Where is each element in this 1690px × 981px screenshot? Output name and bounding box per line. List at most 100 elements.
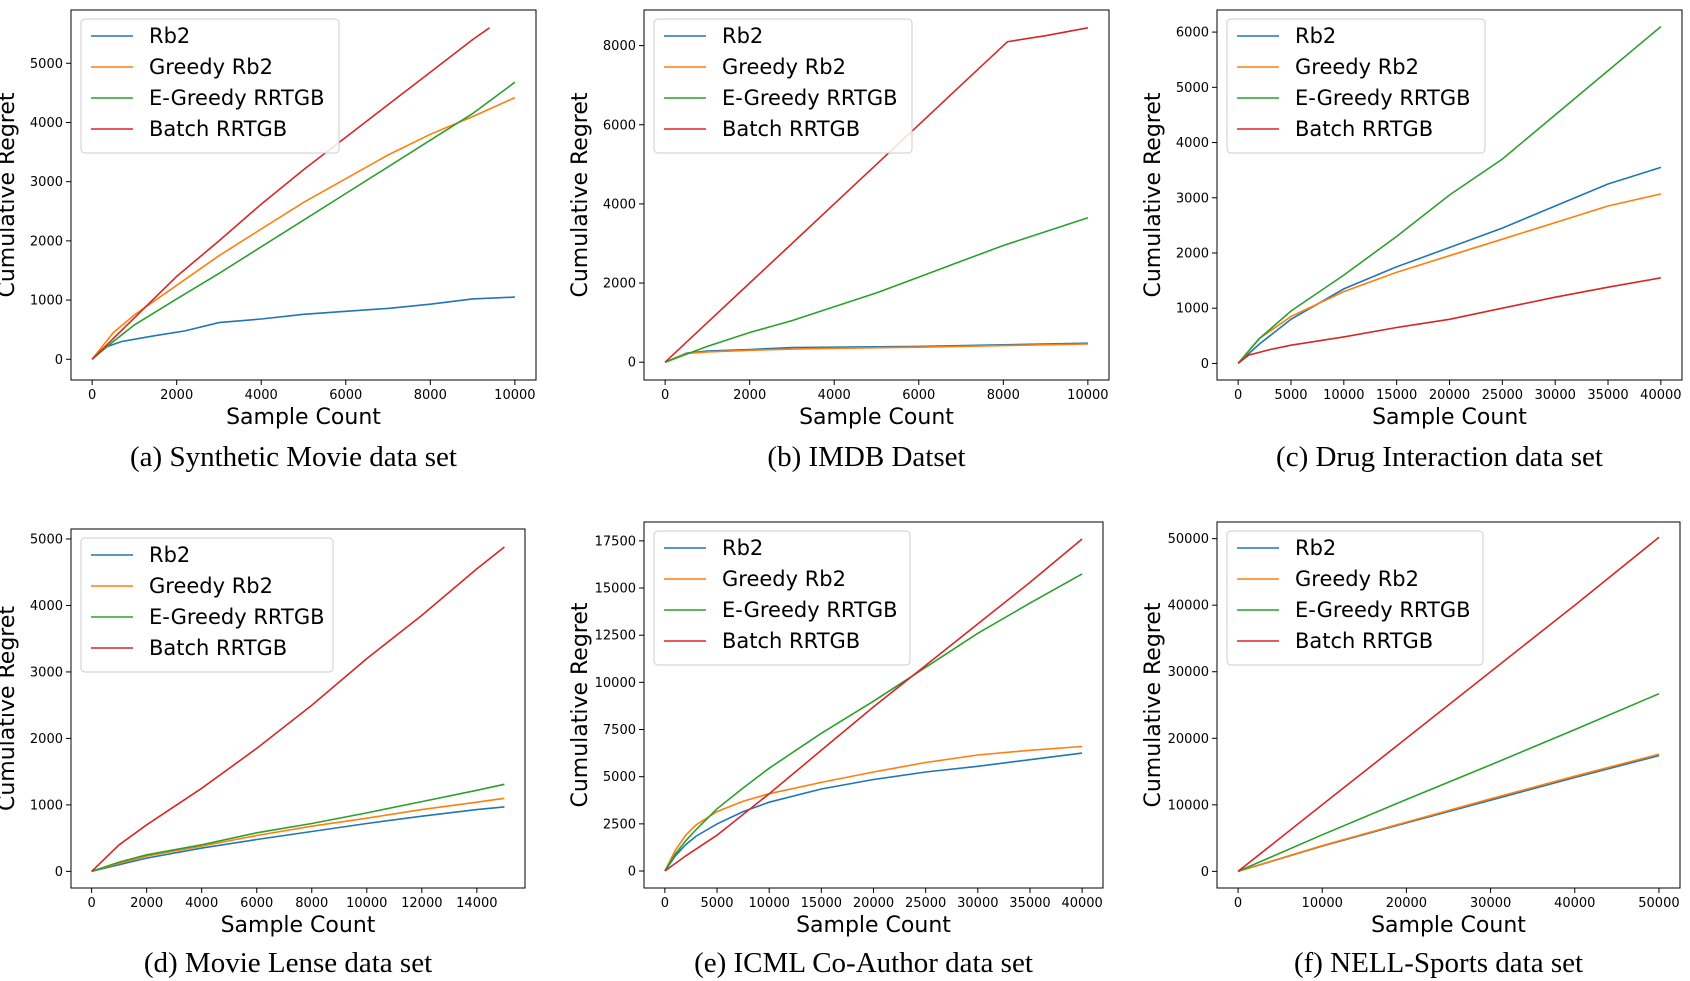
y-tick-label: 2000 [30, 234, 63, 249]
series-line-batch-rrtgb [664, 538, 1083, 872]
x-axis-label: Sample Count [799, 405, 954, 430]
x-tick-label: 0 [87, 896, 95, 911]
legend-box [1226, 530, 1484, 666]
panel-caption: (b) IMDB Datset [767, 441, 965, 473]
y-tick-label: 30000 [1168, 665, 1209, 680]
plot-frame [70, 9, 537, 381]
x-tick-label: 4000 [185, 896, 218, 911]
y-tick-label: 5000 [1176, 81, 1209, 96]
y-tick-label: 10000 [1168, 798, 1209, 813]
x-tick-label: 0 [1234, 896, 1242, 911]
y-tick-label: 4000 [30, 116, 63, 131]
series-line-e-greedy-rrtgb [1237, 25, 1662, 364]
x-axis-label: Sample Count [1371, 913, 1526, 938]
y-tick-label: 20000 [1168, 732, 1209, 747]
panel-c: 0 5000 10000 15000 20000 25000 30000 35000 40000… [1141, 9, 1683, 473]
x-tick-label: 2000 [733, 388, 766, 403]
x-tick-label: 15000 [1376, 388, 1417, 403]
y-tick-label: 1000 [30, 798, 63, 813]
y-tick-label: 2500 [603, 817, 636, 832]
legend-box [80, 537, 334, 673]
x-tick-label: 10000 [1067, 388, 1108, 403]
x-axis-label: Sample Count [1372, 405, 1527, 430]
x-tick-label: 8000 [414, 388, 447, 403]
x-tick-label: 35000 [1009, 896, 1050, 911]
x-tick-label: 14000 [456, 896, 497, 911]
series-line-e-greedy-rrtgb [664, 573, 1083, 872]
x-tick-label: 5000 [700, 896, 733, 911]
y-axis-label: Cumulative Regret [568, 92, 593, 297]
x-tick-label: 35000 [1587, 388, 1628, 403]
series-line-batch-rrtgb [664, 27, 1089, 363]
series-line-batch-rrtgb [91, 546, 505, 872]
legend-box [653, 530, 911, 666]
y-tick-label: 4000 [1176, 136, 1209, 151]
y-tick-label: 50000 [1168, 532, 1209, 547]
series-line-e-greedy-rrtgb [91, 783, 505, 873]
x-tick-label: 10000 [494, 388, 535, 403]
series-line-greedy-rb2 [664, 745, 1083, 872]
series-line-batch-rrtgb [1237, 277, 1662, 365]
panel-b: 0 2000 4000 6000 8000 10000 0 2000 4000 6000 8000 S… [568, 9, 1110, 473]
panel-caption: (f) NELL-Sports data set [1294, 947, 1583, 979]
panel-caption: (e) ICML Co-Author data set [694, 947, 1033, 979]
y-axis-label: Cumulative Regret [1141, 602, 1166, 807]
y-tick-label: 3000 [30, 175, 63, 190]
panel-caption: (a) Synthetic Movie data set [130, 441, 457, 473]
y-tick-label: 3000 [30, 665, 63, 680]
legend-label: Batch RRTGB [722, 629, 860, 653]
y-tick-label: 0 [55, 865, 63, 880]
y-tick-label: 12500 [595, 629, 636, 644]
legend-label: Greedy Rb2 [722, 567, 846, 591]
x-tick-label: 4000 [245, 388, 278, 403]
panel-d: 0 2000 4000 6000 8000 10000 12000 14000 0 1000 200… [0, 528, 526, 979]
y-tick-label: 4000 [30, 599, 63, 614]
legend-label: E-Greedy RRTGB [722, 86, 898, 110]
panel-caption: (d) Movie Lense data set [144, 947, 432, 979]
legend-label: E-Greedy RRTGB [149, 86, 325, 110]
legend-label: Rb2 [722, 536, 763, 560]
x-axis-label: Sample Count [796, 913, 951, 938]
y-tick-label: 5000 [30, 532, 63, 547]
y-axis-label: Cumulative Regret [568, 602, 593, 807]
legend-label: Greedy Rb2 [1295, 55, 1419, 79]
x-tick-label: 6000 [240, 896, 273, 911]
x-tick-label: 2000 [130, 896, 163, 911]
y-tick-label: 5000 [603, 770, 636, 785]
legend-label: Rb2 [149, 543, 190, 567]
x-tick-label: 40000 [1061, 896, 1102, 911]
y-tick-label: 2000 [30, 732, 63, 747]
x-axis-label: Sample Count [221, 913, 376, 938]
y-axis-label: Cumulative Regret [0, 606, 20, 811]
legend-label: E-Greedy RRTGB [1295, 86, 1471, 110]
series-line-rb2 [91, 296, 515, 360]
y-tick-label: 0 [1201, 865, 1209, 880]
x-tick-label: 8000 [295, 896, 328, 911]
x-tick-label: 0 [661, 896, 669, 911]
y-tick-label: 8000 [603, 39, 636, 54]
x-tick-label: 10000 [749, 896, 790, 911]
y-tick-label: 4000 [603, 197, 636, 212]
y-tick-label: 6000 [1176, 26, 1209, 41]
legend-label: Batch RRTGB [1295, 629, 1433, 653]
x-tick-label: 6000 [329, 388, 362, 403]
x-tick-label: 4000 [818, 388, 851, 403]
panel-f: 0 10000 20000 30000 40000 50000 0 10000 20000 300… [1141, 521, 1681, 979]
legend-label: E-Greedy RRTGB [1295, 598, 1471, 622]
series-line-rb2 [91, 806, 505, 873]
x-tick-label: 40000 [1554, 896, 1595, 911]
panel-a: 0 2000 4000 6000 8000 10000 0 1000 2000 3000 4000 5… [0, 9, 537, 473]
x-tick-label: 50000 [1638, 896, 1679, 911]
legend-label: Greedy Rb2 [149, 574, 273, 598]
x-tick-label: 12000 [401, 896, 442, 911]
y-tick-label: 0 [55, 353, 63, 368]
y-tick-label: 0 [628, 865, 636, 880]
y-tick-label: 17500 [595, 534, 636, 549]
legend-box [80, 18, 340, 154]
series-line-e-greedy-rrtgb [91, 81, 516, 360]
legend-box [1226, 18, 1486, 154]
x-tick-label: 10000 [346, 896, 387, 911]
series-line-rb2 [1237, 166, 1662, 364]
legend-label: Rb2 [149, 24, 190, 48]
